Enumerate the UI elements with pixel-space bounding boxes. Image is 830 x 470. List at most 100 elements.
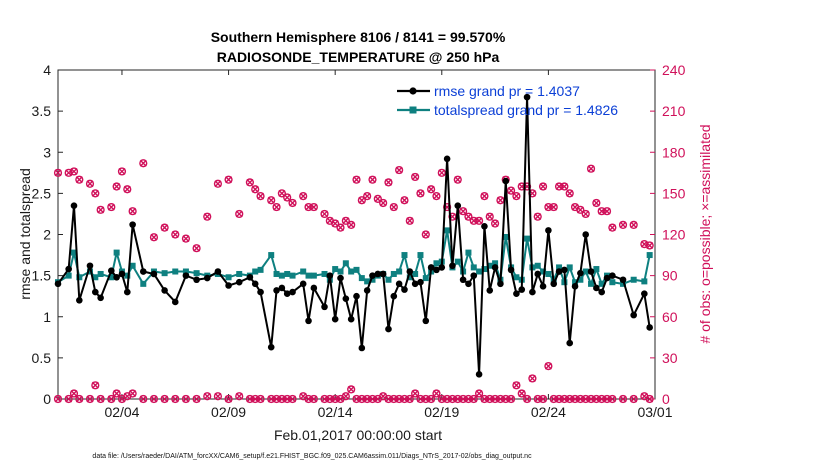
obs-low-point: [395, 394, 404, 404]
obs-assimilated-point: [214, 180, 222, 188]
footer-datafile: data file: /Users/raeder/DAI/ATM_forcXX/…: [92, 453, 532, 460]
obs-possible-point: [320, 209, 329, 219]
series-point: [411, 280, 419, 288]
series-point: [364, 278, 371, 285]
obs-possible-point: [75, 175, 84, 184]
obs-assimilated-point: [182, 235, 190, 243]
series-point: [406, 268, 414, 275]
series-point: [108, 267, 115, 274]
series-point: [113, 249, 120, 256]
obs-low-point: [528, 374, 537, 383]
obs-possible-point: [490, 219, 500, 228]
legend-spread-marker: [409, 106, 417, 114]
series-point: [321, 303, 328, 311]
series-point: [433, 260, 440, 267]
y2-tick-label: 90: [662, 268, 678, 284]
series-point: [630, 276, 637, 283]
obs-low-cross: [523, 395, 531, 403]
obs-possible-point: [203, 212, 212, 221]
obs-assimilated-point: [337, 224, 345, 232]
y-tick-label: 0: [43, 391, 51, 407]
y2-tick-label: 120: [662, 227, 686, 243]
obs-assimilated-point: [267, 196, 275, 204]
series-point: [310, 272, 317, 279]
legend-rmse-label: rmse grand pr = 1.4037: [434, 83, 580, 99]
obs-low-cross: [347, 385, 355, 393]
series-point: [300, 268, 307, 275]
obs-low-point: [453, 394, 462, 404]
series-point: [124, 272, 131, 279]
series-point: [390, 292, 398, 300]
obs-possible-point: [405, 216, 414, 225]
obs-low-cross: [539, 395, 547, 403]
obs-low-point: [416, 394, 425, 404]
obs-possible-point: [251, 185, 260, 194]
obs-possible-point: [629, 220, 638, 230]
y-tick-label: 2.5: [32, 185, 52, 201]
series-point: [507, 266, 515, 274]
series-point: [70, 202, 78, 210]
obs-assimilated-point: [582, 210, 590, 218]
obs-low-point: [91, 381, 100, 390]
obs-assimilated-point: [496, 196, 504, 204]
obs-possible-point: [485, 212, 494, 221]
series-point: [534, 270, 542, 278]
obs-assimilated-point: [235, 210, 243, 218]
series-point: [465, 249, 472, 256]
series-point: [539, 283, 547, 290]
obs-low-point: [533, 394, 542, 404]
series-point: [571, 283, 579, 290]
obs-assimilated-point: [257, 192, 265, 200]
y-tick-label: 4: [43, 62, 51, 78]
obs-low-cross: [646, 395, 654, 403]
series-point: [97, 270, 104, 277]
series-point: [267, 343, 275, 351]
series-point: [92, 288, 99, 296]
obs-assimilated-point: [491, 220, 499, 228]
series-point: [182, 272, 190, 279]
obs-low-point: [251, 394, 260, 404]
obs-low-cross: [75, 395, 83, 403]
obs-assimilated-point: [422, 231, 430, 238]
obs-assimilated-point: [560, 183, 568, 191]
obs-low-point: [432, 389, 441, 398]
series-point: [577, 269, 584, 277]
obs-low-point: [608, 394, 617, 404]
obs-low-cross: [91, 381, 99, 389]
obs-low-cross: [129, 390, 137, 398]
y2-tick-label: 60: [662, 309, 678, 325]
series-point: [236, 270, 243, 277]
obs-possible-point: [549, 202, 558, 212]
obs-possible-point: [352, 175, 361, 184]
series-point: [118, 270, 126, 278]
obs-possible-point: [618, 220, 628, 230]
obs-low-cross: [97, 395, 105, 403]
obs-low-point: [283, 394, 292, 404]
obs-possible-point: [128, 207, 137, 216]
obs-low-point: [160, 394, 169, 404]
obs-low-cross: [518, 390, 526, 398]
series-point: [225, 274, 232, 281]
obs-low-cross: [182, 395, 190, 403]
obs-assimilated-point: [411, 173, 419, 181]
series-point: [278, 284, 286, 292]
obs-low-point: [443, 394, 452, 404]
series-point: [273, 270, 280, 277]
obs-low-point: [192, 394, 201, 404]
obs-low-point: [522, 394, 532, 404]
series-point: [422, 275, 429, 282]
chart-subtitle: RADIOSONDE_TEMPERATURE @ 250 hPa: [217, 49, 500, 65]
obs-low-cross: [289, 395, 297, 403]
obs-possible-point: [123, 185, 132, 194]
y2-tick-label: 0: [662, 391, 670, 407]
obs-low-point: [560, 394, 569, 404]
series-point: [486, 287, 494, 294]
obs-possible-point: [277, 189, 286, 198]
series-point: [513, 290, 520, 298]
obs-possible-point: [427, 185, 436, 194]
obs-low-point: [245, 394, 254, 404]
obs-assimilated-point: [379, 199, 387, 207]
series-point: [646, 324, 653, 331]
obs-low-cross: [619, 395, 627, 403]
x-tick-label: 02/24: [531, 404, 566, 420]
